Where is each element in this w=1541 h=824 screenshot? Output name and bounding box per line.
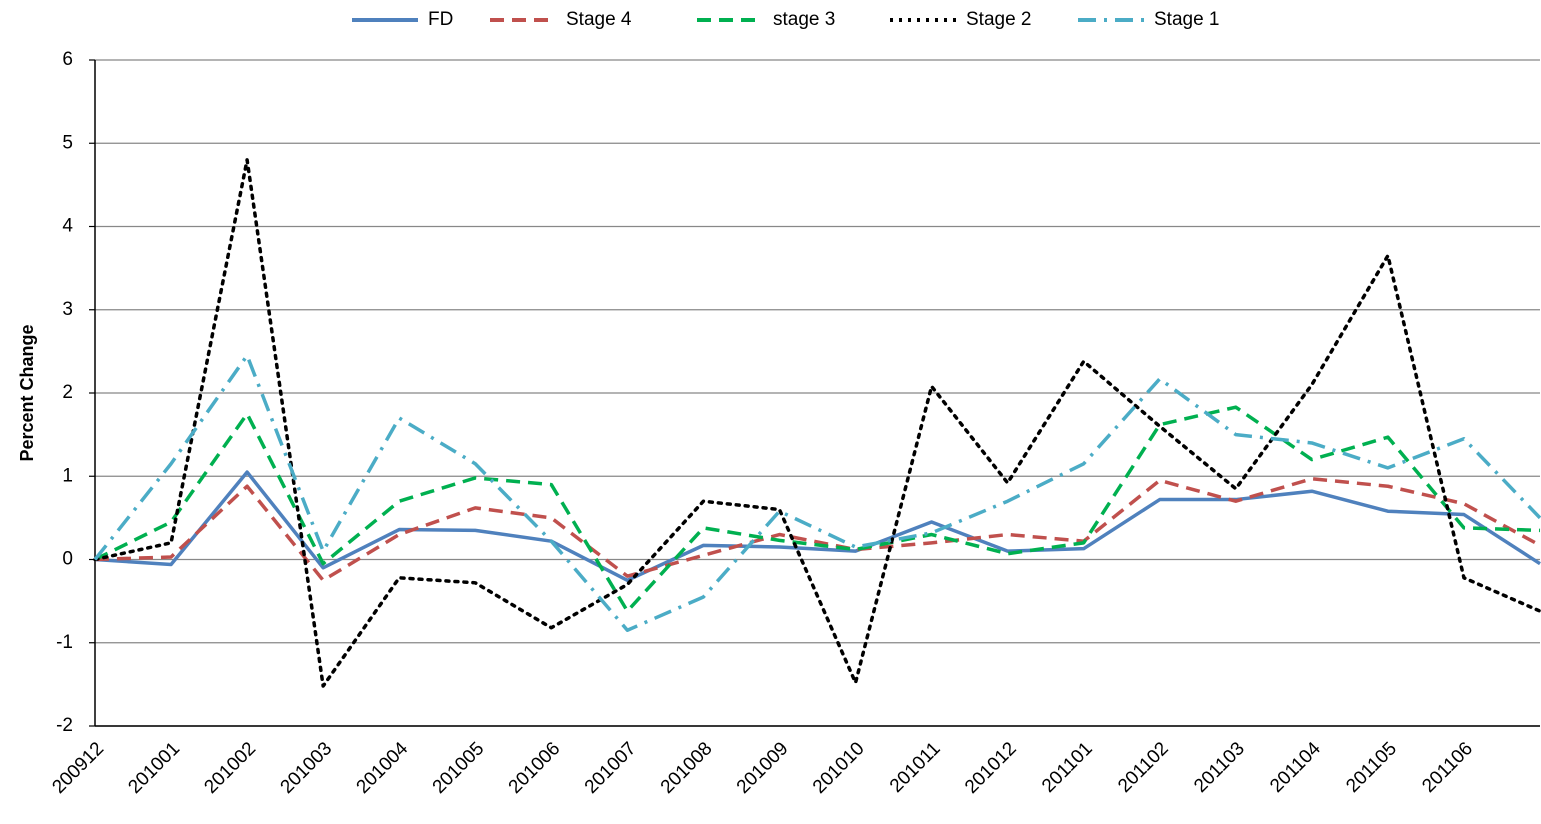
series-line: [94, 476, 1541, 583]
x-tick-label: 201006: [505, 738, 565, 798]
y-tick-label: 0: [62, 549, 73, 570]
x-tick-label: 201102: [1114, 738, 1173, 797]
legend-label: stage 3: [773, 9, 835, 30]
series-line: [94, 405, 1541, 613]
x-tick-label: 201004: [353, 738, 413, 798]
x-tick-label: 201008: [657, 738, 717, 798]
x-tick-label: 201010: [809, 738, 869, 798]
x-tick-label: 201106: [1418, 738, 1477, 797]
y-tick-label: -2: [56, 715, 73, 736]
y-tick-label: 5: [62, 132, 73, 153]
x-tick-label: 201012: [961, 738, 1021, 798]
x-tick-label: 201003: [277, 738, 337, 798]
legend-label: Stage 2: [966, 9, 1032, 30]
x-tick-label: 201101: [1038, 738, 1097, 797]
x-tick-label: 200912: [48, 738, 108, 798]
series-line: [93, 353, 1541, 633]
y-tick-label: -1: [56, 632, 73, 653]
x-tick-label: 201007: [581, 738, 641, 798]
series-line: [93, 158, 1541, 688]
y-tick-label: 6: [62, 49, 73, 70]
y-tick-label: 4: [62, 216, 73, 237]
y-axis-label: Percent Change: [17, 324, 37, 461]
x-tick-label: 201005: [429, 738, 489, 798]
legend-label: FD: [428, 9, 453, 30]
x-tick-label: 201011: [886, 738, 945, 797]
x-tick-label: 201001: [124, 738, 184, 798]
y-tick-label: 1: [62, 465, 73, 486]
x-tick-label: 201104: [1266, 738, 1325, 797]
legend-label: Stage 4: [566, 9, 632, 30]
x-tick-label: 201002: [201, 738, 261, 798]
series-line: [94, 470, 1541, 583]
x-tick-label: 201103: [1190, 738, 1249, 797]
legend-label: Stage 1: [1154, 9, 1220, 30]
x-tick-label: 201105: [1342, 738, 1401, 797]
y-tick-label: 3: [62, 299, 73, 320]
y-tick-label: 2: [62, 382, 73, 403]
x-tick-label: 201009: [733, 738, 793, 798]
